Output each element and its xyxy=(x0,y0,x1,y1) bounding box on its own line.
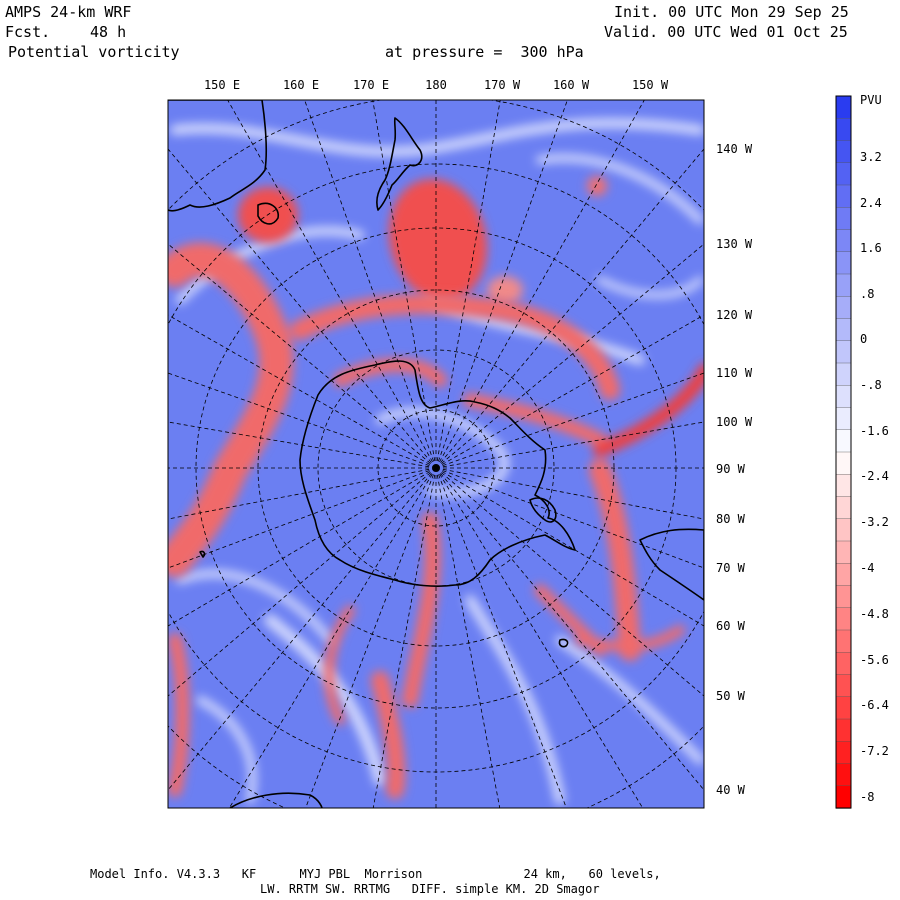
colorbar-swatch xyxy=(835,607,852,631)
lon-label-40w: 40 W xyxy=(716,783,745,797)
footer-model-info: Model Info. V4.3.3 KF MYJ PBL Morrison 2… xyxy=(90,867,661,881)
colorbar-label: -8 xyxy=(860,790,875,804)
new-zealand-coast xyxy=(376,117,423,211)
peninsula-islands xyxy=(529,497,557,523)
lon-label-150w: 150 W xyxy=(631,78,669,92)
forecast-label: Fcst. xyxy=(5,23,51,41)
colorbar-swatch xyxy=(835,340,852,364)
colorbar-swatch xyxy=(835,629,852,653)
colorbar-swatch xyxy=(835,184,852,208)
pv-light-filaments xyxy=(170,118,704,805)
australia-coast xyxy=(168,100,268,212)
colorbar-swatch xyxy=(835,140,852,164)
map-frame xyxy=(167,99,705,809)
colorbar-label: .8 xyxy=(860,287,875,301)
colorbar-swatch xyxy=(835,407,852,431)
colorbar-swatch xyxy=(835,318,852,342)
colorbar-swatch xyxy=(835,585,852,609)
lon-label-170e: 170 E xyxy=(352,78,390,92)
lon-label-150e: 150 E xyxy=(203,78,241,92)
colorbar-frame xyxy=(835,95,852,809)
colorbar-label: -3.2 xyxy=(860,515,889,529)
small-island xyxy=(558,638,569,648)
antarctica-coast xyxy=(299,360,576,587)
colorbar-swatch xyxy=(835,95,852,119)
tasmania-coast xyxy=(257,202,280,225)
colorbar-swatch xyxy=(835,229,852,253)
colorbar-swatch xyxy=(835,763,852,787)
lon-label-140w: 140 W xyxy=(716,142,753,156)
colorbar-swatch xyxy=(835,429,852,453)
colorbar-swatch xyxy=(835,207,852,231)
colorbar-swatch xyxy=(835,718,852,742)
lon-label-160e: 160 E xyxy=(282,78,320,92)
forecast-value: 48 h xyxy=(90,23,127,41)
map-panel xyxy=(168,100,704,808)
colorbar-swatch xyxy=(835,162,852,186)
pv-colorbar xyxy=(835,95,852,809)
colorbar-label: 0 xyxy=(860,332,868,346)
colorbar-label: 1.6 xyxy=(860,241,882,255)
colorbar-swatch xyxy=(835,518,852,542)
colorbar-label: -1.6 xyxy=(860,424,889,438)
colorbar-swatch xyxy=(835,785,852,809)
pv-negative-bands xyxy=(168,242,704,799)
small-island xyxy=(199,550,206,558)
colorbar-swatch xyxy=(835,296,852,320)
colorbar-unit: PVU xyxy=(860,93,882,107)
valid-time: Valid. 00 UTC Wed 01 Oct 25 xyxy=(604,23,848,41)
lon-label-60w: 60 W xyxy=(716,619,745,633)
lon-label-130w: 130 W xyxy=(716,237,753,251)
colorbar-swatch xyxy=(835,362,852,386)
colorbar-label: -7.2 xyxy=(860,744,889,758)
pressure-level: at pressure = 300 hPa xyxy=(385,43,584,61)
lon-label-100w: 100 W xyxy=(716,415,753,429)
lon-label-160w: 160 W xyxy=(552,78,590,92)
colorbar-label: -4 xyxy=(860,561,875,575)
coastlines xyxy=(168,100,704,808)
lon-label-180: 180 xyxy=(425,78,447,92)
colorbar-label: -2.4 xyxy=(860,469,889,483)
model-title: AMPS 24-km WRF xyxy=(5,3,132,21)
colorbar-swatch xyxy=(835,741,852,765)
colorbar-swatch xyxy=(835,251,852,275)
colorbar-swatch xyxy=(835,474,852,498)
colorbar-swatch xyxy=(835,563,852,587)
lon-label-70w: 70 W xyxy=(716,561,745,575)
africa-coast xyxy=(229,792,323,808)
lon-label-50w: 50 W xyxy=(716,689,745,703)
colorbar-swatch xyxy=(835,652,852,676)
south-america-coast xyxy=(639,528,704,601)
lon-label-170w: 170 W xyxy=(483,78,521,92)
colorbar-label: -5.6 xyxy=(860,653,889,667)
footer-physics: LW. RRTM SW. RRTMG DIFF. simple KM. 2D S… xyxy=(260,882,600,896)
lon-label-90w: 90 W xyxy=(716,462,745,476)
colorbar-label: 2.4 xyxy=(860,196,882,210)
field-name: Potential vorticity xyxy=(8,43,180,61)
colorbar-label: -6.4 xyxy=(860,698,889,712)
colorbar-swatch xyxy=(835,273,852,297)
colorbar-label: -4.8 xyxy=(860,607,889,621)
lon-label-110w: 110 W xyxy=(716,366,753,380)
colorbar-swatch xyxy=(835,540,852,564)
colorbar-swatch xyxy=(835,385,852,409)
lon-label-120w: 120 W xyxy=(716,308,753,322)
colorbar-label: -.8 xyxy=(860,378,882,392)
init-time: Init. 00 UTC Mon 29 Sep 25 xyxy=(614,3,849,21)
lon-label-80w: 80 W xyxy=(716,512,745,526)
colorbar-swatch xyxy=(835,674,852,698)
colorbar-label: 3.2 xyxy=(860,150,882,164)
colorbar-swatch xyxy=(835,118,852,142)
colorbar-swatch xyxy=(835,696,852,720)
colorbar-swatch xyxy=(835,451,852,475)
colorbar-swatch xyxy=(835,496,852,520)
